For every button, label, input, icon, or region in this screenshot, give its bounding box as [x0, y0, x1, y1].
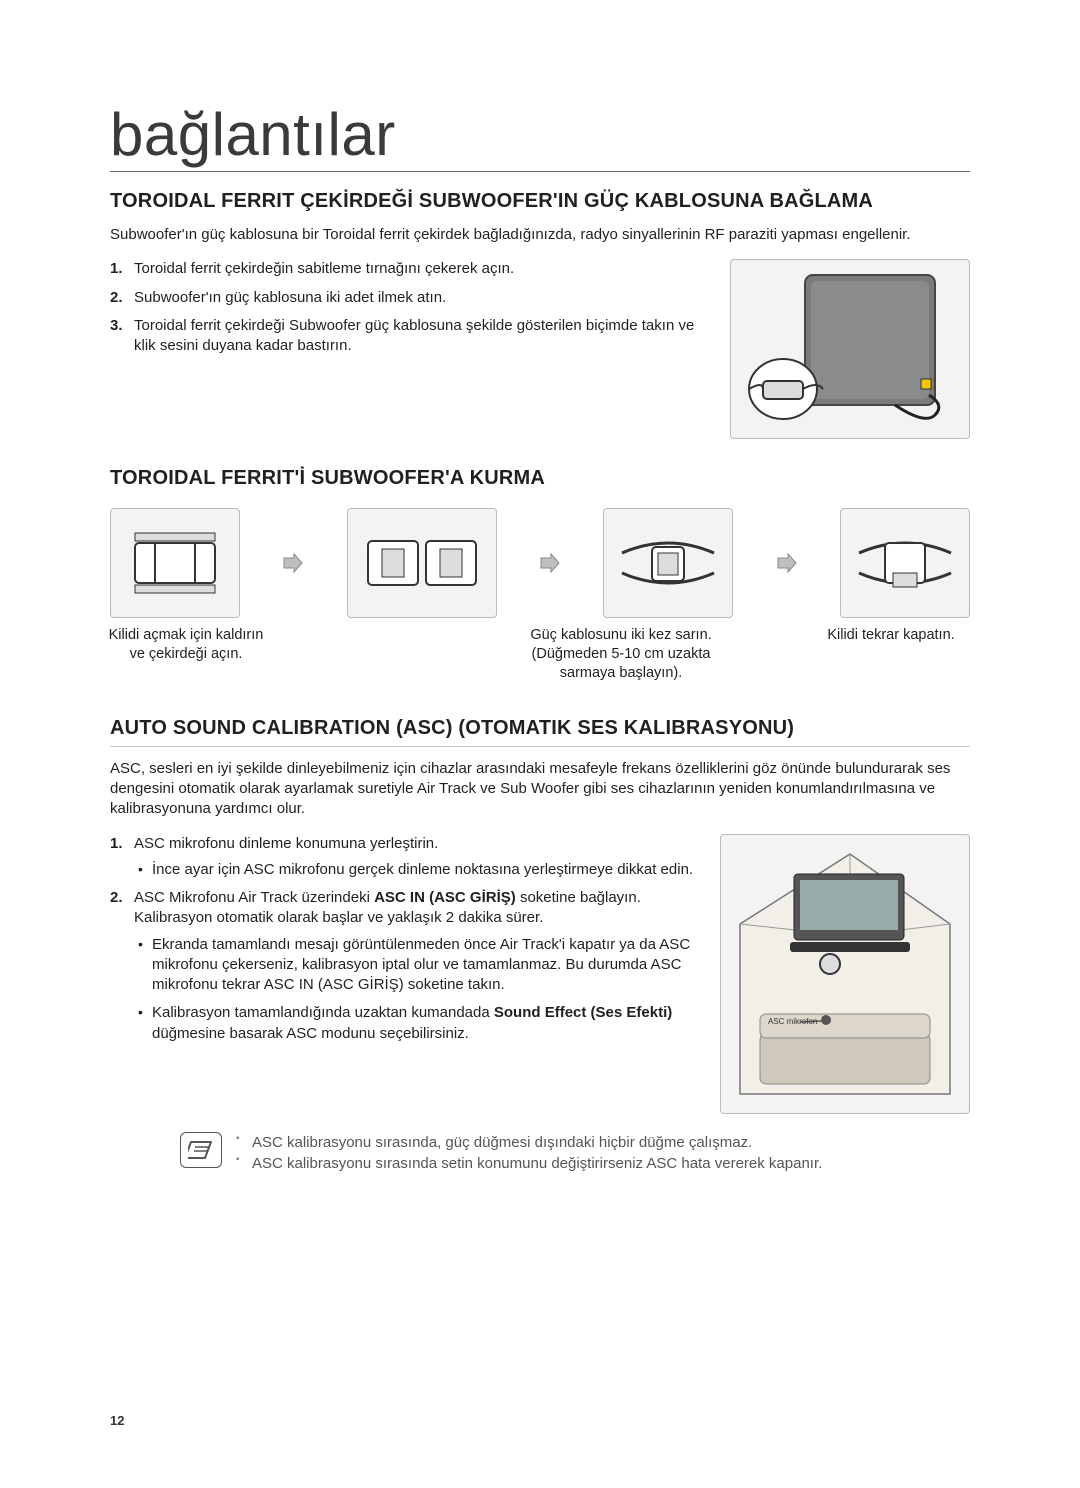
- section3-heading: AUTO SOUND CALIBRATION (ASC) (OTOMATIK S…: [110, 717, 970, 747]
- ferrit-captions: Kilidi açmak için kaldırın ve çekirdeği …: [110, 626, 970, 683]
- asc-step-1-text: ASC mikrofonu dinleme konumuna yerleştir…: [134, 835, 438, 852]
- section1-steps: Toroidal ferrit çekirdeğin sabitleme tır…: [110, 259, 712, 356]
- ferrit-install-steps: [110, 508, 970, 618]
- ferrit-caption-2: Güç kablosunu iki kez sarın. (Düğmeden 5…: [511, 626, 731, 683]
- ferrit-caption-3: Kilidi tekrar kapatın.: [806, 626, 976, 683]
- ferrit-figure-4: [840, 508, 970, 618]
- note-2: ASC kalibrasyonu sırasında setin konumun…: [236, 1153, 822, 1174]
- asc-step-1-sub: İnce ayar için ASC mikrofonu gerçek dinl…: [134, 860, 698, 880]
- asc-step-2-text: ASC Mikrofonu Air Track üzerindeki ASC I…: [134, 889, 641, 926]
- subwoofer-figure: [730, 259, 970, 439]
- section2-heading: TOROIDAL FERRIT'İ SUBWOOFER'A KURMA: [110, 467, 970, 490]
- asc-step-2-sub1: Ekranda tamamlandı mesajı görüntülenmede…: [134, 935, 698, 996]
- asc-step-1: ASC mikrofonu dinleme konumuna yerleştir…: [110, 834, 698, 881]
- section1-step-3: Toroidal ferrit çekirdeği Subwoofer güç …: [110, 316, 712, 357]
- ferrit-figure-1: [110, 508, 240, 618]
- svg-text:ASC mikrofon: ASC mikrofon: [768, 1017, 817, 1026]
- note-box: ASC kalibrasyonu sırasında, güç düğmesi …: [180, 1132, 970, 1174]
- page-title: bağlantılar: [110, 100, 970, 172]
- section1-intro: Subwoofer'ın güç kablosuna bir Toroidal …: [110, 225, 970, 245]
- section1-heading: TOROIDAL FERRIT ÇEKİRDEĞİ SUBWOOFER'IN G…: [110, 190, 970, 213]
- asc-steps: ASC mikrofonu dinleme konumuna yerleştir…: [110, 834, 698, 1044]
- asc-step-2-sub2: Kalibrasyon tamamlandığında uzaktan kuma…: [134, 1003, 698, 1044]
- ferrit-figure-2: [347, 508, 497, 618]
- page-number: 12: [110, 1413, 124, 1428]
- arrow-icon: [282, 552, 304, 574]
- note-icon: [180, 1132, 222, 1168]
- note-1: ASC kalibrasyonu sırasında, güç düğmesi …: [236, 1132, 822, 1153]
- ferrit-caption-1: Kilidi açmak için kaldırın ve çekirdeği …: [106, 626, 266, 683]
- arrow-icon: [776, 552, 798, 574]
- arrow-icon: [539, 552, 561, 574]
- section1-step-2: Subwoofer'ın güç kablosuna iki adet ilme…: [110, 288, 712, 308]
- note-list: ASC kalibrasyonu sırasında, güç düğmesi …: [236, 1132, 822, 1174]
- asc-step-2: ASC Mikrofonu Air Track üzerindeki ASC I…: [110, 888, 698, 1044]
- ferrit-figure-3: [603, 508, 733, 618]
- section3-intro: ASC, sesleri en iyi şekilde dinleyebilme…: [110, 759, 970, 820]
- section1-step-1: Toroidal ferrit çekirdeğin sabitleme tır…: [110, 259, 712, 279]
- asc-room-figure: ASC mikrofon: [720, 834, 970, 1114]
